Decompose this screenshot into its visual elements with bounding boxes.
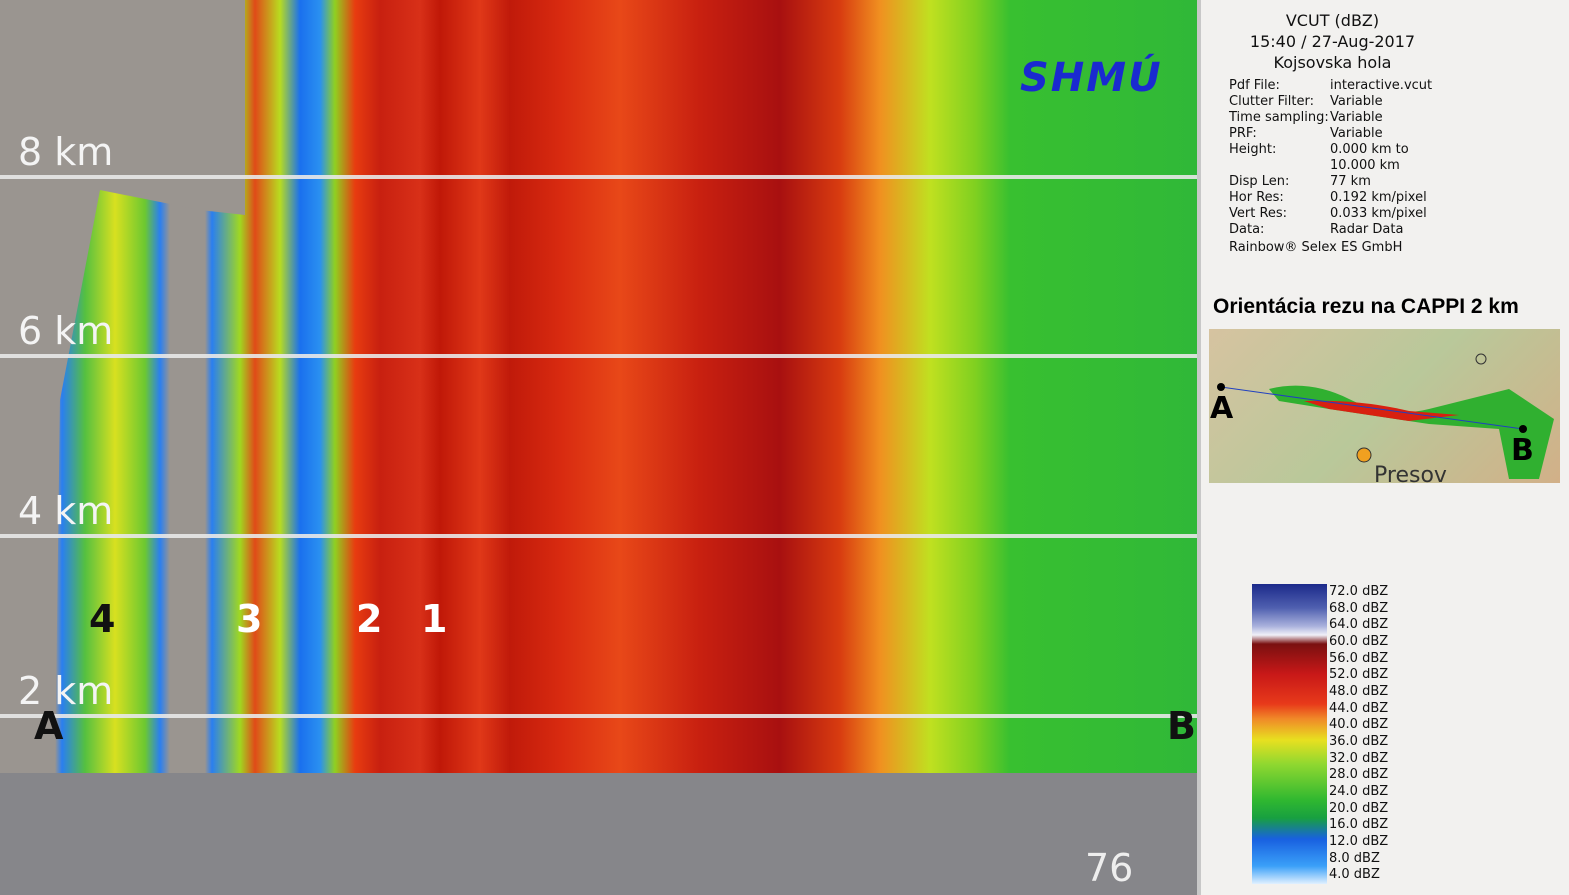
field-value: 77 km bbox=[1330, 174, 1371, 189]
logo: SHMÚ bbox=[1020, 55, 1163, 101]
color-scale bbox=[1252, 584, 1327, 884]
distance-label: 76 km bbox=[1085, 846, 1144, 895]
legend-label: 8.0 dBZ bbox=[1329, 850, 1380, 866]
legend-label: 44.0 dBZ bbox=[1329, 700, 1389, 716]
radar-cross-section: 8 km 6 km 4 km 2 km 4 3 2 1 A B 76 km SH… bbox=[0, 0, 1197, 895]
field-label: Clutter Filter: bbox=[1229, 94, 1314, 109]
point bbox=[1217, 383, 1225, 391]
field-label: PRF: bbox=[1229, 126, 1257, 141]
height-line bbox=[0, 534, 1197, 538]
legend-label: 48.0 dBZ bbox=[1329, 684, 1389, 699]
legend-label: 56.0 dBZ bbox=[1329, 650, 1389, 666]
field-label: Hor Res: bbox=[1229, 190, 1284, 205]
no-data-area bbox=[0, 0, 245, 775]
height-label: 2 km bbox=[18, 669, 114, 713]
legend-label: 72.0 dBZ bbox=[1329, 584, 1389, 599]
field-value: Radar Data bbox=[1330, 222, 1404, 237]
map-label: A bbox=[1210, 391, 1234, 426]
legend-label: 12.0 dBZ bbox=[1329, 834, 1389, 849]
map: A B Presov bbox=[1209, 329, 1560, 483]
cell-label: 3 bbox=[236, 597, 263, 641]
info-site: Kojsovska hola bbox=[1273, 53, 1392, 72]
field-value: interactive.vcut bbox=[1330, 78, 1433, 93]
legend-label: 4.0 dBZ bbox=[1329, 867, 1380, 883]
field-label: Height: bbox=[1229, 142, 1277, 157]
height-label: 4 km bbox=[18, 489, 114, 533]
info-time: 15:40 / 27-Aug-2017 bbox=[1249, 32, 1416, 51]
field-label: Pdf File: bbox=[1229, 78, 1280, 93]
cell-label: 2 bbox=[356, 597, 383, 641]
field-value: Variable bbox=[1330, 110, 1383, 125]
legend-label: 68.0 dBZ bbox=[1329, 600, 1389, 616]
divider bbox=[1197, 0, 1201, 895]
city-marker bbox=[1356, 447, 1372, 463]
field-label: Time sampling: bbox=[1229, 110, 1329, 125]
info-header: VCUT (dBZ) 15:40 / 27-Aug-2017 Kojsovska… bbox=[1200, 10, 1465, 73]
height-line bbox=[0, 175, 1197, 179]
field-value: Variable bbox=[1330, 94, 1383, 109]
credit: Rainbow® Selex ES GmbH bbox=[1229, 240, 1403, 255]
field-value: 0.000 km to bbox=[1330, 142, 1409, 157]
end-label: B bbox=[1167, 704, 1196, 748]
legend-label: 28.0 dBZ bbox=[1329, 767, 1389, 783]
height-line bbox=[0, 354, 1197, 358]
map-label: Presov bbox=[1374, 463, 1447, 483]
legend-label: 64.0 dBZ bbox=[1329, 617, 1389, 633]
legend-label: 52.0 dBZ bbox=[1329, 667, 1389, 683]
point bbox=[1519, 425, 1527, 433]
echo-core bbox=[1304, 400, 1459, 421]
info-title: VCUT (dBZ) bbox=[1285, 11, 1380, 30]
field-value: Variable bbox=[1330, 126, 1383, 141]
field-label: Data: bbox=[1229, 222, 1265, 237]
field-label: Vert Res: bbox=[1229, 206, 1288, 221]
height-line bbox=[0, 714, 1197, 718]
field-label: Disp Len: bbox=[1229, 174, 1290, 189]
field-value: 10.000 km bbox=[1330, 158, 1400, 173]
map-drawing bbox=[1217, 353, 1554, 479]
city-marker bbox=[1475, 353, 1487, 365]
height-label: 8 km bbox=[18, 130, 114, 174]
map-label: B bbox=[1511, 433, 1534, 468]
legend-label: 20.0 dBZ bbox=[1329, 800, 1389, 816]
field-value: 0.192 km/pixel bbox=[1330, 190, 1427, 205]
legend-label: 36.0 dBZ bbox=[1329, 734, 1389, 749]
height-label: 6 km bbox=[18, 309, 114, 353]
end-label: A bbox=[34, 704, 64, 748]
cell-label: 1 bbox=[421, 597, 448, 641]
legend-label: 24.0 dBZ bbox=[1329, 784, 1389, 799]
field-value: 0.033 km/pixel bbox=[1330, 206, 1427, 221]
legend-label: 60.0 dBZ bbox=[1329, 634, 1389, 649]
map-title: Orientácia rezu na CAPPI 2 km bbox=[1213, 295, 1519, 318]
cell-label: 4 bbox=[89, 597, 116, 641]
legend-label: 40.0 dBZ bbox=[1329, 717, 1389, 733]
legend-label: 32.0 dBZ bbox=[1329, 750, 1389, 766]
ground bbox=[0, 773, 1197, 895]
cut-line bbox=[1220, 386, 1524, 430]
legend-label: 16.0 dBZ bbox=[1329, 817, 1389, 833]
